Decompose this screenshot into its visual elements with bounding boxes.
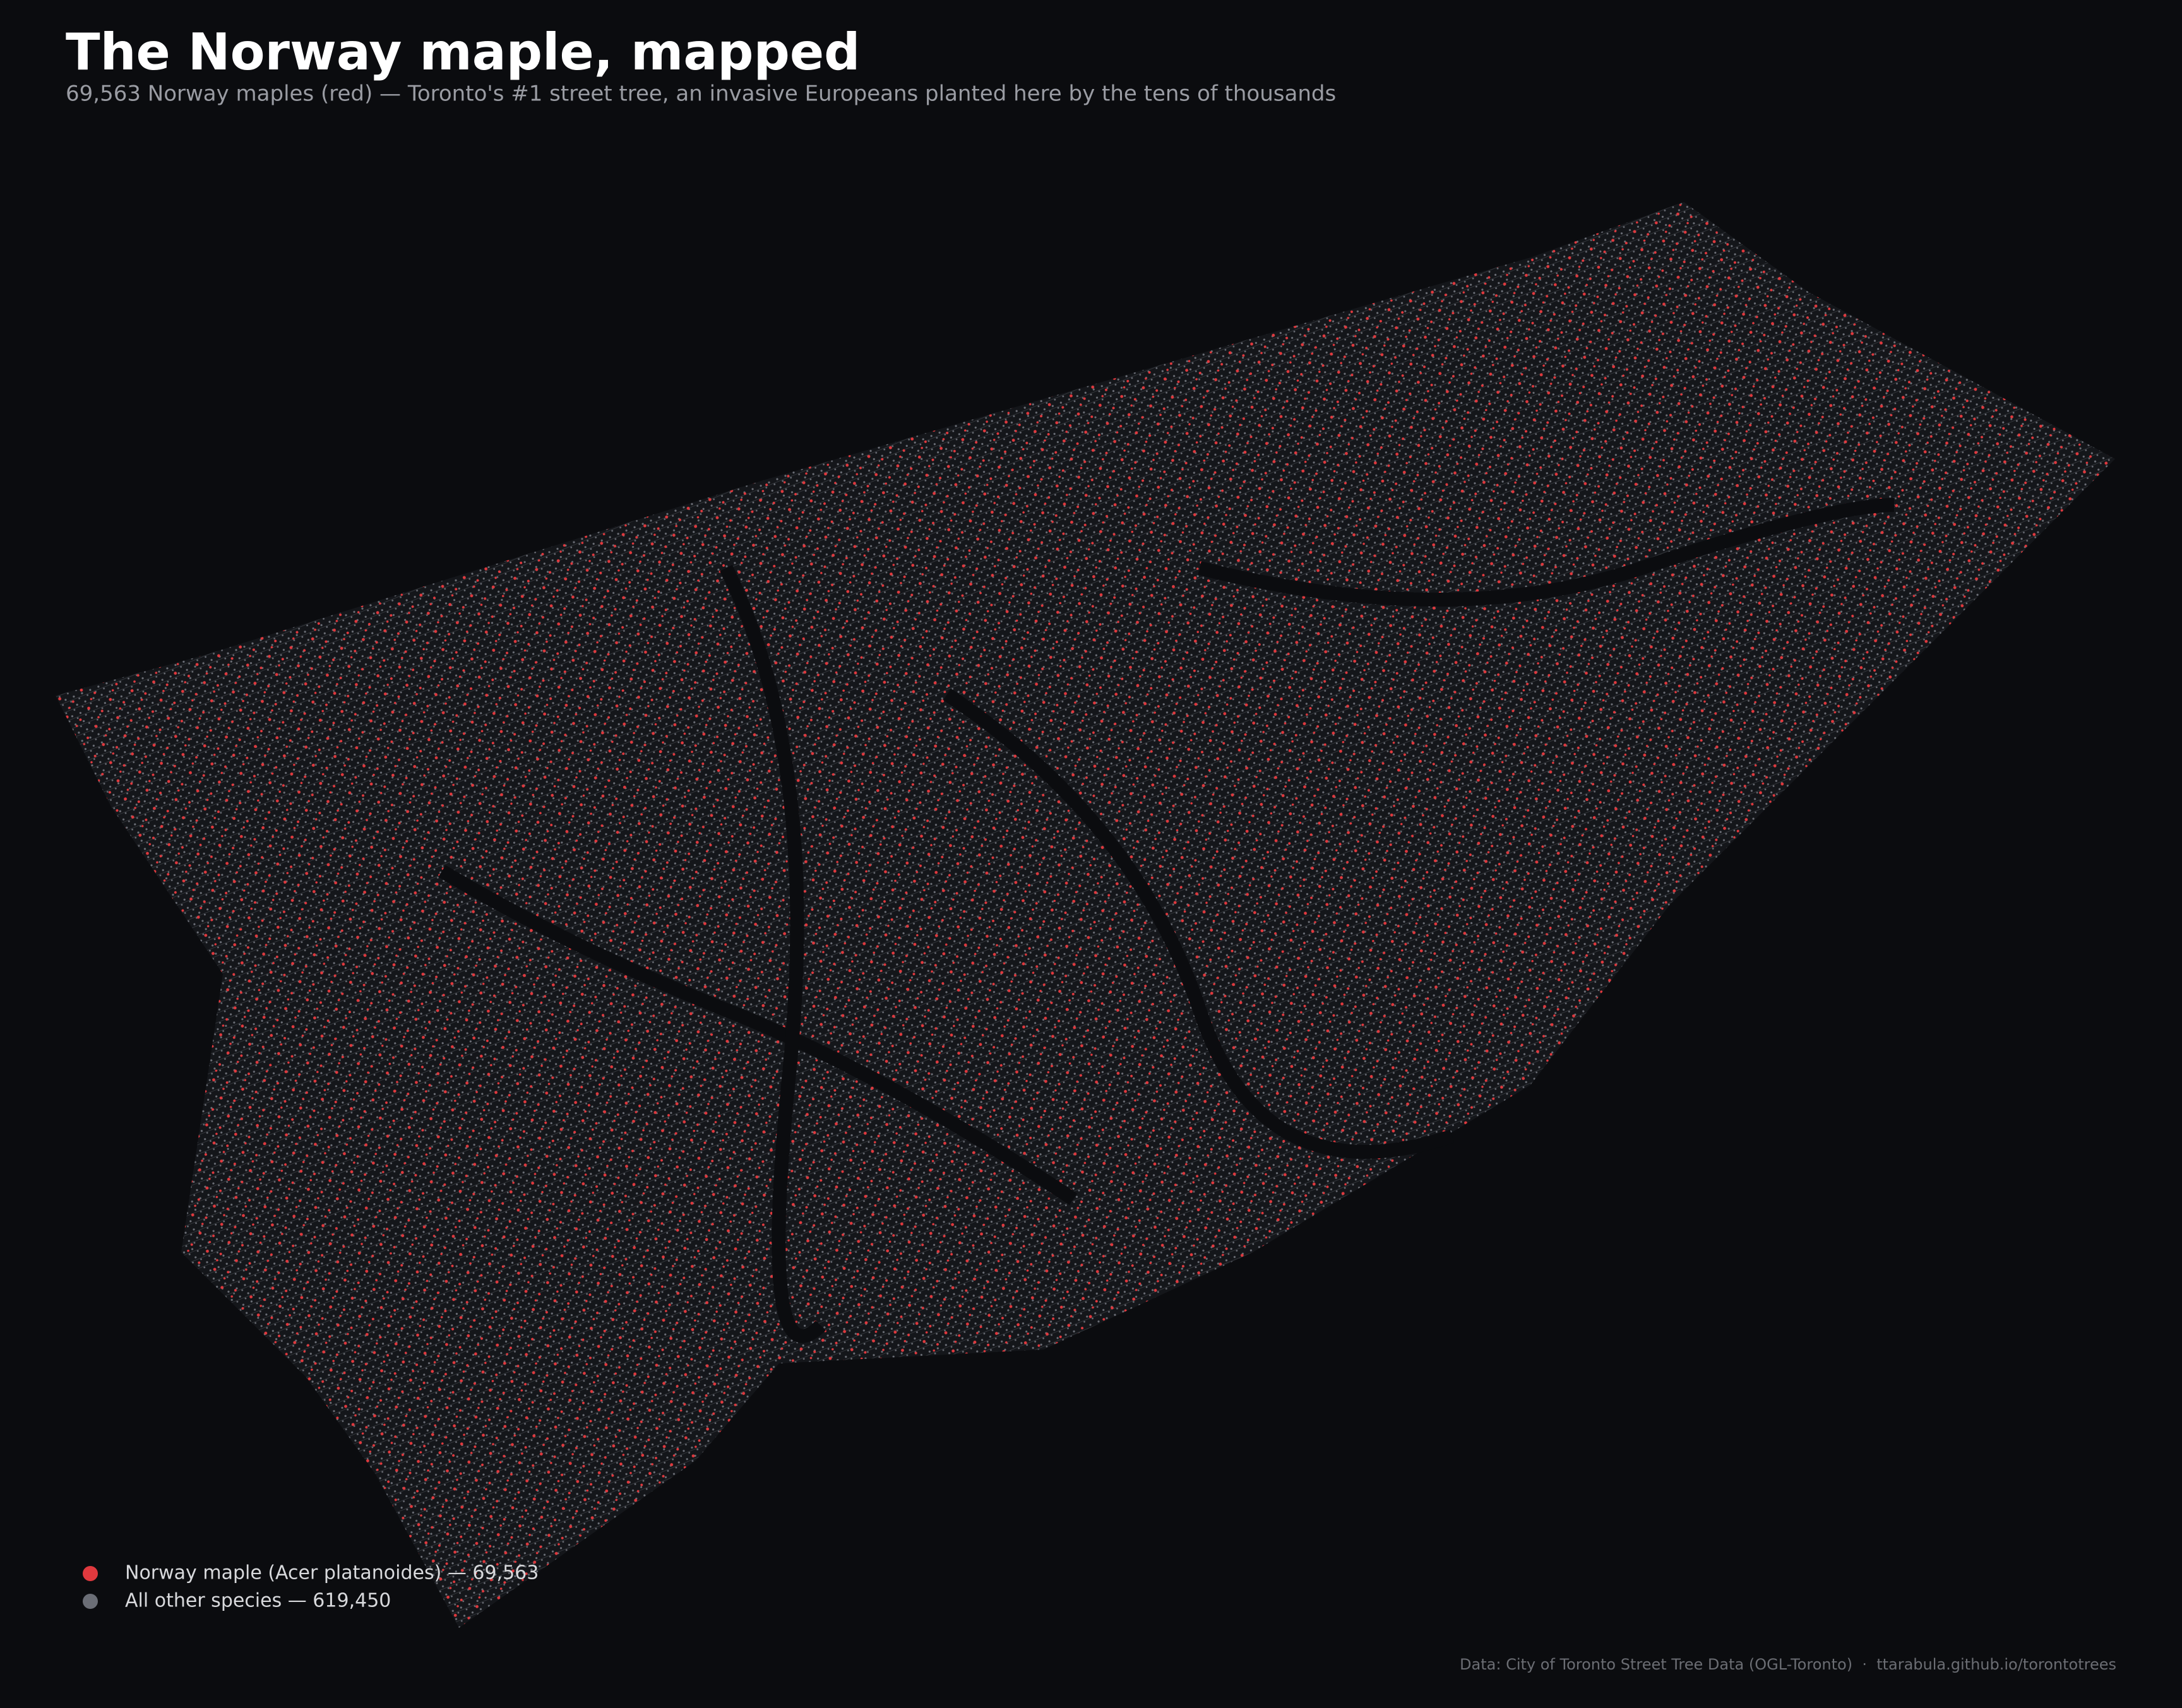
river	[438, 865, 1078, 1206]
legend: Norway maple (Acer platanoides) — 69,563…	[83, 1562, 539, 1612]
legend-label: All other species — 619,450	[125, 1590, 391, 1612]
river	[720, 565, 826, 1343]
rivers	[438, 498, 1895, 1343]
river	[943, 688, 1455, 1159]
maple-overlay	[56, 202, 2115, 1628]
legend-label: Norway maple (Acer platanoides) — 69,563	[125, 1562, 539, 1584]
source-note: Data: City of Toronto Street Tree Data (…	[1460, 1656, 2116, 1673]
legend-swatch	[83, 1566, 98, 1581]
title: The Norway maple, mapped	[66, 23, 860, 81]
city-map	[56, 202, 2115, 1628]
subtitle: 69,563 Norway maples (red) — Toronto's #…	[66, 81, 1336, 107]
river	[1198, 498, 1895, 607]
legend-swatch	[83, 1594, 98, 1609]
